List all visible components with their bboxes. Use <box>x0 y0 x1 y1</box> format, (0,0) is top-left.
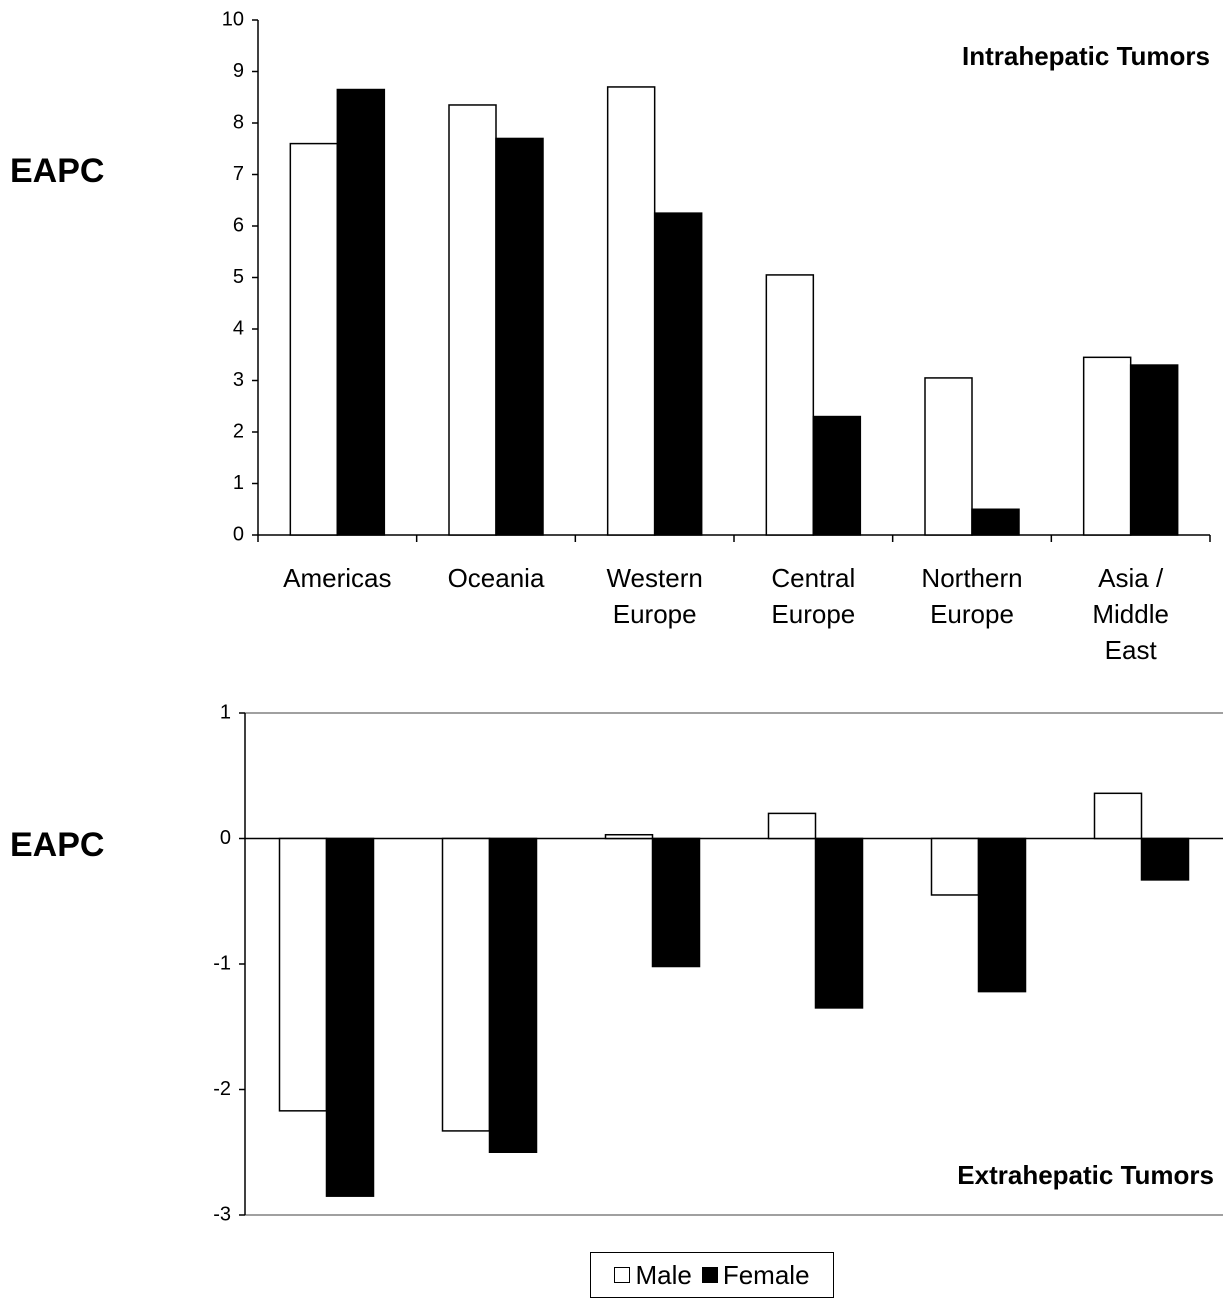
chart1-category-label: Central <box>771 563 855 593</box>
chart2-ytick-label: -2 <box>213 1078 231 1100</box>
chart2-title: Extrahepatic Tumors <box>957 1160 1214 1190</box>
chart2-bar-male <box>1093 792 1143 840</box>
chart1-ytick-label: 2 <box>233 420 244 442</box>
chart2-ytick-label: -3 <box>213 1203 231 1225</box>
chart1-ytick-label: 7 <box>233 163 244 185</box>
chart2-bar-female <box>977 837 1027 993</box>
legend-label-male: Male <box>635 1259 692 1290</box>
legend-item-female: Female <box>701 1259 810 1291</box>
chart1-bar-male <box>606 86 656 536</box>
chart2-ylabel: EAPC <box>10 826 105 864</box>
chart1-category-label: Americas <box>283 563 391 593</box>
chart1-bar-female <box>1129 364 1179 536</box>
chart1-bar-male <box>765 274 815 536</box>
chart1-ytick-label: 3 <box>233 369 244 391</box>
chart1-category-label: East <box>1105 635 1158 665</box>
chart1-category-label: Europe <box>613 599 697 629</box>
chart1-ytick-label: 6 <box>233 214 244 236</box>
chart1-ytick-label: 10 <box>222 8 244 30</box>
chart1-ytick-label: 8 <box>233 111 244 133</box>
chart2-ytick-label: -1 <box>213 952 231 974</box>
chart1-category-label: Middle <box>1092 599 1169 629</box>
chart2-bar-male <box>278 837 328 1112</box>
chart1-category-label: Europe <box>771 599 855 629</box>
chart2-ytick-label: 1 <box>220 701 231 723</box>
chart2-bar-male <box>767 812 817 840</box>
chart1-ytick-label: 9 <box>233 60 244 82</box>
chart1-bar-male <box>448 104 497 536</box>
chart1-ytick-label: 0 <box>233 523 244 545</box>
chart1-bar-female <box>336 88 386 536</box>
chart1-bar-female <box>971 508 1020 536</box>
legend-item-male: Male <box>614 1259 692 1291</box>
legend-swatch-male <box>614 1267 631 1283</box>
chart2-bar-female <box>325 837 375 1197</box>
chart2-bar-female <box>814 837 864 1009</box>
chart1-bar-male <box>289 142 339 536</box>
chart1-category-label: Asia / <box>1098 563 1164 593</box>
chart1-category-label: Oceania <box>448 563 545 593</box>
chart2-bar-female <box>488 837 538 1153</box>
chart1-bar-male <box>1082 356 1132 536</box>
chart1-category-label: Northern <box>921 563 1022 593</box>
legend-swatch-female <box>701 1267 718 1283</box>
chart1-ytick-label: 5 <box>233 266 244 288</box>
chart1-ytick-label: 1 <box>233 472 244 494</box>
legend: Male Female <box>590 1252 834 1298</box>
chart1-ylabel: EAPC <box>10 152 105 190</box>
chart2-bar-male <box>441 837 491 1132</box>
chart1-ytick-label: 4 <box>233 317 244 339</box>
legend-label-female: Female <box>722 1259 810 1290</box>
chart2-bar-male <box>930 837 980 896</box>
chart1-bar-male <box>924 377 973 536</box>
chart1-bar-female <box>812 415 862 536</box>
chart1-bar-female <box>653 212 703 536</box>
chart1-title: Intrahepatic Tumors <box>962 41 1210 71</box>
chart1-category-label: Europe <box>930 599 1014 629</box>
chart1-category-label: Western <box>606 563 702 593</box>
chart2-bar-female <box>1140 837 1190 881</box>
chart2-bar-female <box>651 837 701 968</box>
chart1-bar-female <box>495 137 544 536</box>
chart2-ytick-label: 0 <box>220 827 231 849</box>
chart2-bar-male <box>604 833 654 840</box>
